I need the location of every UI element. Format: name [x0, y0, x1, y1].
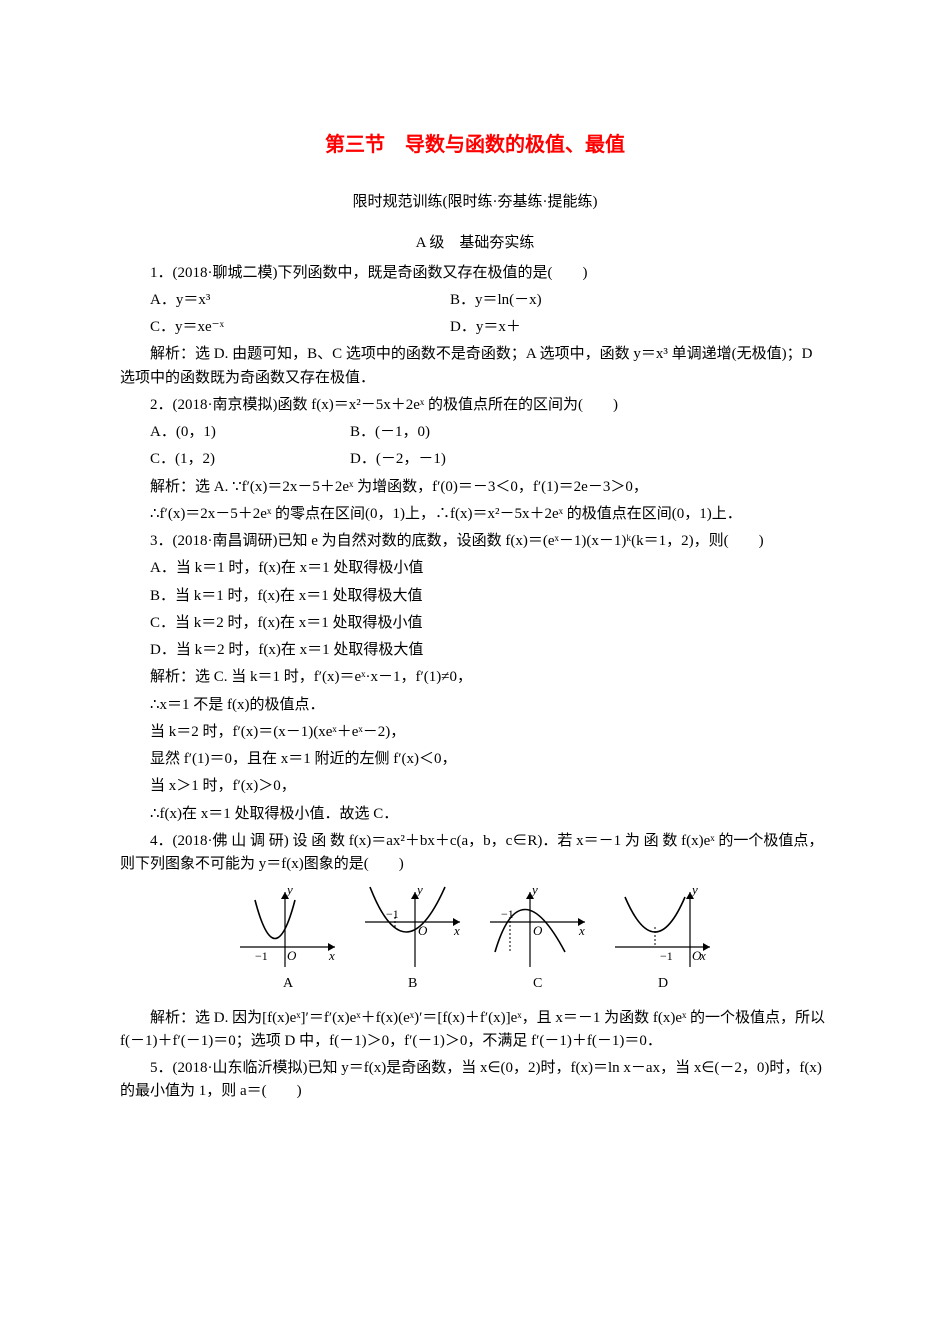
- panel-label-D: D: [658, 976, 668, 991]
- q1-optC: C．y＝xe⁻ˣ: [150, 316, 370, 339]
- q1-solution: 解析：选 D. 由题可知，B、C 选项中的函数不是奇函数；A 选项中，函数 y＝…: [120, 343, 830, 390]
- page-subtitle: 限时规范训练(限时练·夯基练·提能练): [120, 191, 830, 214]
- origin-label: O: [692, 948, 702, 963]
- panel-B: y x −1 O B: [365, 882, 460, 991]
- q2-optD: D．(－2，－1): [350, 448, 446, 471]
- q2-opts-row1: A．(0，1) B．(－1，0): [150, 421, 830, 444]
- panel-C: y x −1 O C: [490, 882, 585, 991]
- q2-opts-row2: C．(1，2) D．(－2，－1): [150, 448, 830, 471]
- q1-optB: B．y＝ln(－x): [450, 289, 542, 312]
- panel-A: y x −1 O A: [240, 882, 335, 991]
- q3-solution-3: 当 k＝2 时，f′(x)＝(x－1)(xeˣ＋eˣ－2)，: [120, 721, 830, 744]
- q4-figure-row: y x −1 O A y x −1 O B: [120, 882, 830, 1000]
- q3-solution-4: 显然 f′(1)＝0，且在 x＝1 附近的左侧 f′(x)＜0，: [120, 748, 830, 771]
- q4-solution: 解析：选 D. 因为[f(x)eˣ]′＝f′(x)eˣ＋f(x)(eˣ)′＝[f…: [120, 1007, 830, 1054]
- tick-minus1: −1: [501, 907, 514, 921]
- axis-y-label: y: [530, 882, 538, 897]
- axis-x-label: x: [453, 923, 460, 938]
- tick-minus1: −1: [660, 949, 673, 963]
- q2-optB: B．(－1，0): [350, 421, 430, 444]
- q3-optB: B．当 k＝1 时，f(x)在 x＝1 处取得极大值: [120, 585, 830, 608]
- q3-solution-6: ∴f(x)在 x＝1 处取得极小值．故选 C．: [120, 803, 830, 826]
- axis-y-label: y: [415, 882, 423, 897]
- origin-label: O: [418, 923, 428, 938]
- q4-stem: 4．(2018·佛 山 调 研) 设 函 数 f(x)＝ax²＋bx＋c(a，b…: [120, 830, 830, 877]
- q3-optD: D．当 k＝2 时，f(x)在 x＝1 处取得极大值: [120, 639, 830, 662]
- origin-label: O: [533, 923, 543, 938]
- page: 第三节 导数与函数的极值、最值 限时规范训练(限时练·夯基练·提能练) A 级 …: [0, 0, 950, 1168]
- q1-opts-row1: A．y＝x³ B．y＝ln(－x): [150, 289, 830, 312]
- panel-label-A: A: [283, 976, 294, 991]
- axis-x-label: x: [328, 948, 335, 963]
- q1-opts-row2: C．y＝xe⁻ˣ D．y＝x＋: [150, 316, 830, 339]
- q1-stem: 1．(2018·聊城二模)下列函数中，既是奇函数又存在极值的是( ): [120, 262, 830, 285]
- panel-D: y x −1 O D: [615, 882, 710, 991]
- tick-minus1: −1: [255, 949, 268, 963]
- q3-optC: C．当 k＝2 时，f(x)在 x＝1 处取得极小值: [120, 612, 830, 635]
- panel-label-B: B: [408, 976, 417, 991]
- q2-optC: C．(1，2): [150, 448, 290, 471]
- axis-x-label: x: [578, 923, 585, 938]
- q5-stem: 5．(2018·山东临沂模拟)已知 y＝f(x)是奇函数，当 x∈(0，2)时，…: [120, 1057, 830, 1104]
- q3-stem: 3．(2018·南昌调研)已知 e 为自然对数的底数，设函数 f(x)＝(eˣ－…: [120, 530, 830, 553]
- q3-solution-1: 解析：选 C. 当 k＝1 时，f′(x)＝eˣ·x－1，f′(1)≠0，: [120, 666, 830, 689]
- page-title: 第三节 导数与函数的极值、最值: [120, 130, 830, 161]
- q2-solution-2: ∴f′(x)＝2x－5＋2eˣ 的零点在区间(0，1)上，∴f(x)＝x²－5x…: [120, 503, 830, 526]
- q4-figure-svg: y x −1 O A y x −1 O B: [225, 882, 725, 992]
- q2-optA: A．(0，1): [150, 421, 290, 444]
- section-level: A 级 基础夯实练: [120, 232, 830, 255]
- q3-solution-5: 当 x＞1 时，f′(x)＞0，: [120, 775, 830, 798]
- q3-solution-2: ∴x＝1 不是 f(x)的极值点．: [120, 694, 830, 717]
- q1-optA: A．y＝x³: [150, 289, 370, 312]
- q3-optA: A．当 k＝1 时，f(x)在 x＝1 处取得极小值: [120, 557, 830, 580]
- origin-label: O: [287, 948, 297, 963]
- panel-label-C: C: [533, 976, 542, 991]
- tick-minus1: −1: [386, 907, 399, 921]
- q2-stem: 2．(2018·南京模拟)函数 f(x)＝x²－5x＋2eˣ 的极值点所在的区间…: [120, 394, 830, 417]
- axis-y-label: y: [285, 882, 293, 897]
- q1-optD: D．y＝x＋: [450, 316, 521, 339]
- axis-y-label: y: [690, 882, 698, 897]
- q2-solution-1: 解析：选 A. ∵f′(x)＝2x－5＋2eˣ 为增函数，f′(0)＝－3＜0，…: [120, 476, 830, 499]
